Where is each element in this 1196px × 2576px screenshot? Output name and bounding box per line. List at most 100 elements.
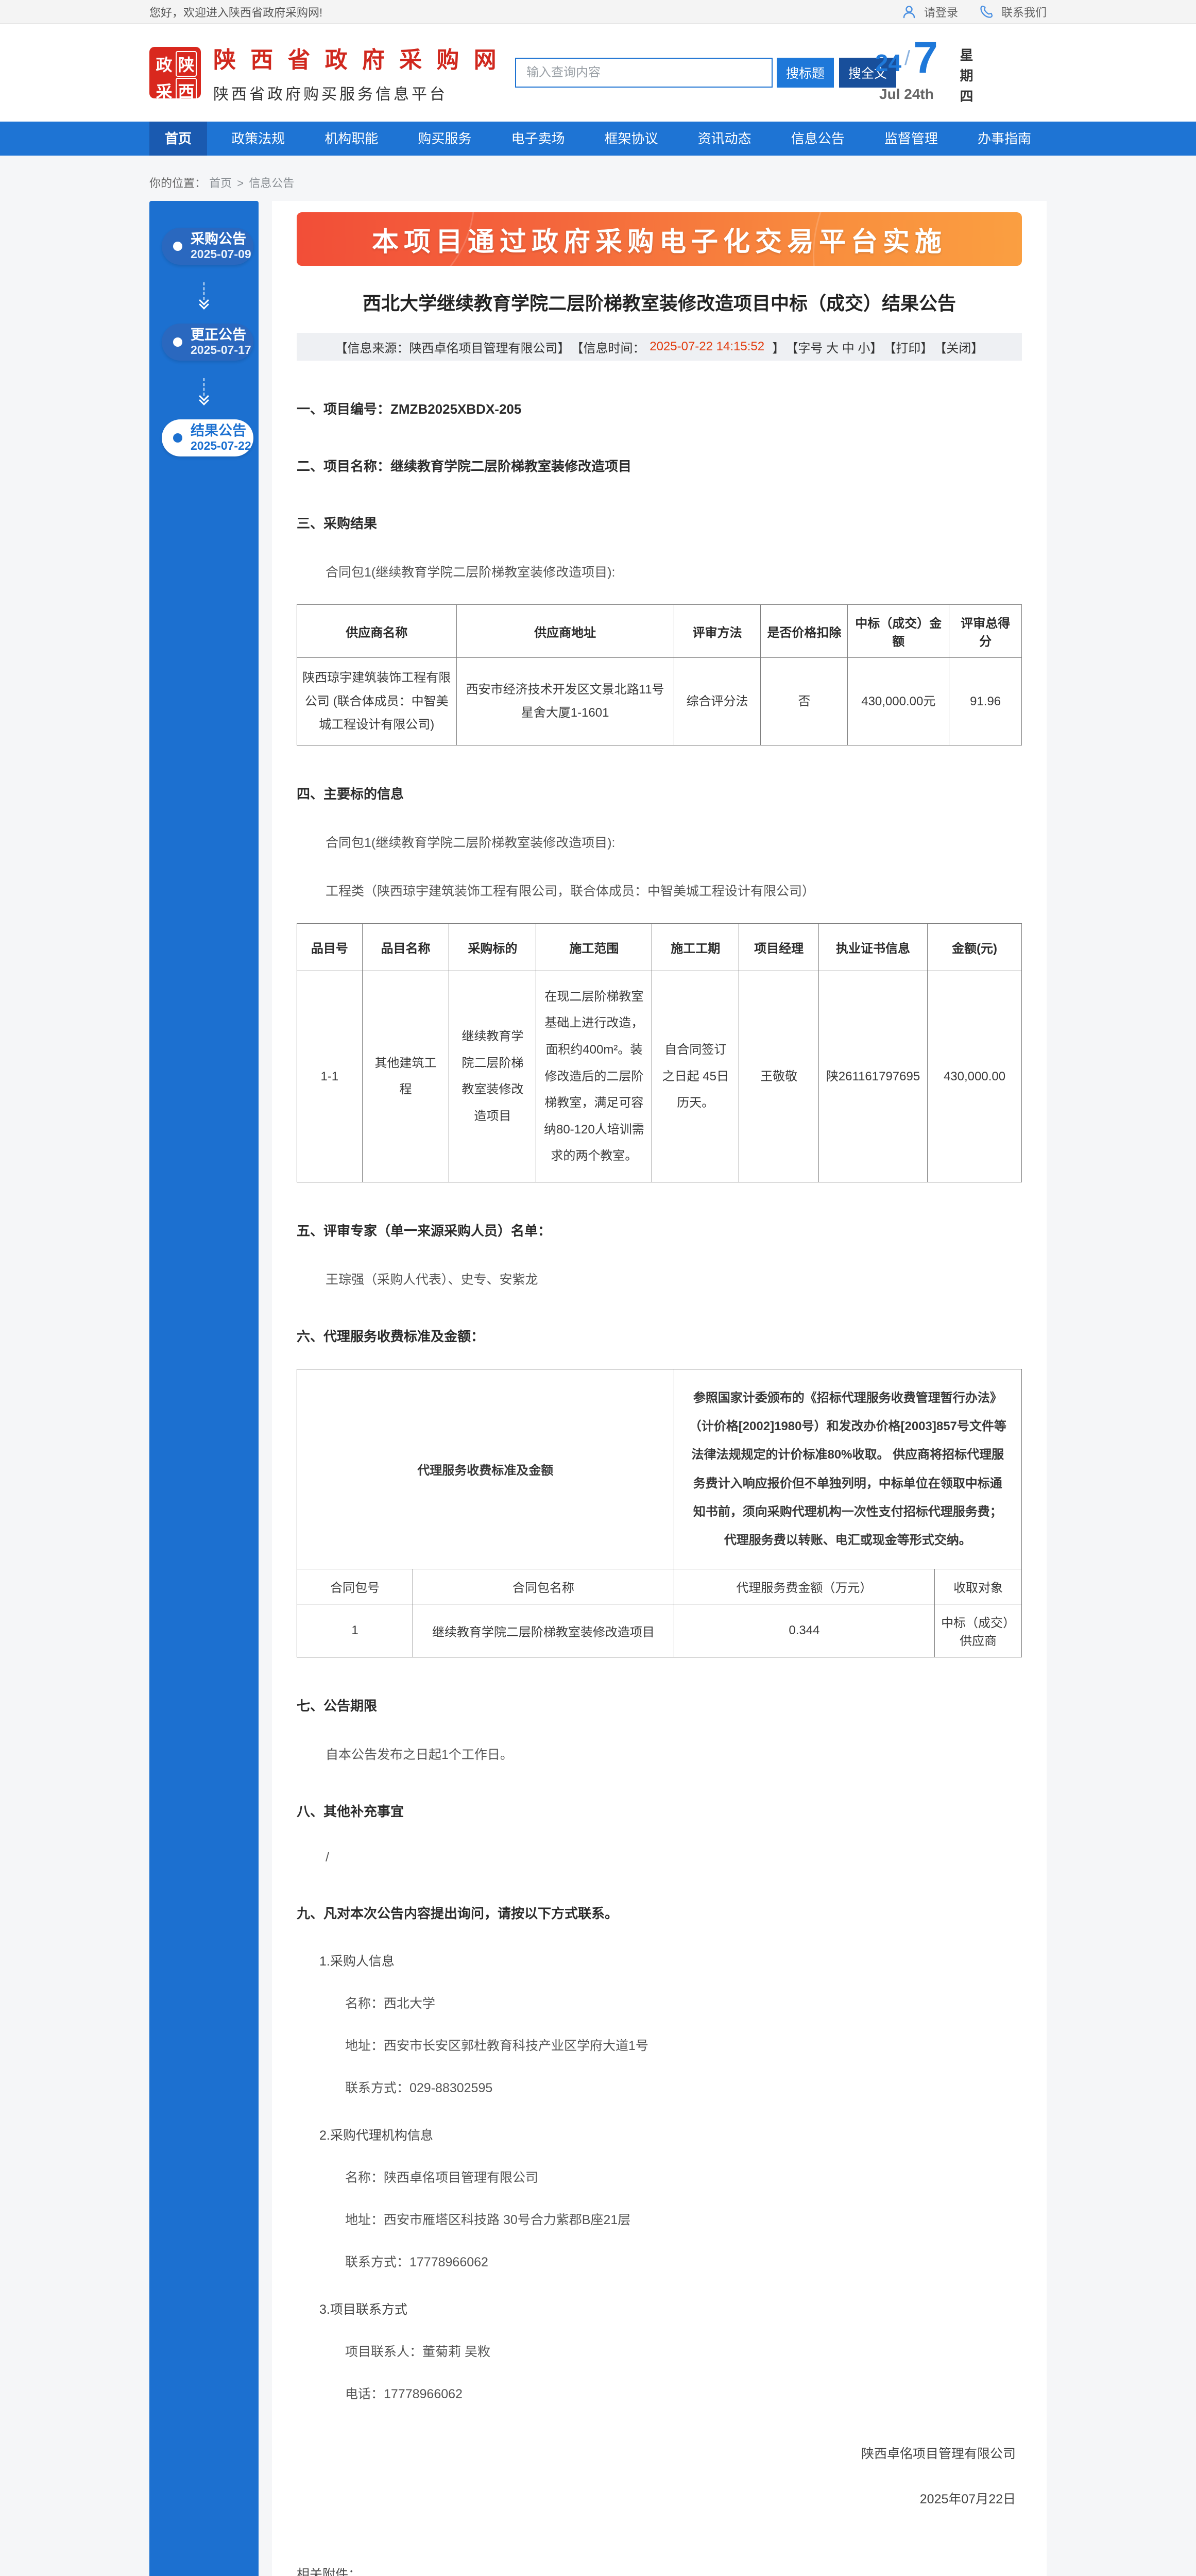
meta-source: 【信息来源：陕西卓佲项目管理有限公司】 [335, 341, 570, 355]
project-contact-person: 项目联系人：董菊莉 吴敉 [345, 2345, 490, 2360]
section-other-matters: 八、其他补充事宜 [297, 1804, 404, 1820]
nav-item-framework[interactable]: 框架协议 [604, 131, 658, 146]
breadcrumb-current[interactable]: 信息公告 [249, 177, 295, 190]
site-logo: 政 陕 采 西 [149, 47, 201, 104]
font-size-control[interactable]: 【字号 大 中 小】 [785, 341, 883, 355]
col-supplier-address: 供应商地址 [456, 604, 674, 658]
topbar-links: 请登录 联系我们 [901, 4, 1047, 20]
col-price-deduction: 是否价格扣除 [760, 604, 848, 658]
col-construction-scope: 施工范围 [536, 923, 653, 971]
site-name: 陕 西 省 政 府 采 购 网 [213, 47, 501, 73]
search-bar: 搜标题 搜全文 [515, 58, 897, 88]
section-agency-fee: 六、代理服务收费标准及金额： [297, 1328, 485, 1344]
step-dot [173, 433, 182, 443]
brand[interactable]: 政 陕 采 西 陕 西 省 政 府 采 购 网 陕西省政府购买服务信息平台 [149, 41, 501, 104]
arrow-down-icon [198, 282, 210, 310]
header: 政 陕 采 西 陕 西 省 政 府 采 购 网 陕西省政府购买服务信息平台 搜标… [0, 24, 1196, 122]
col-supplier-name: 供应商名称 [297, 604, 457, 658]
col-item-number: 品目号 [297, 923, 363, 971]
agency-address: 地址：西安市雁塔区科技路 30号合力紫郡B座21层 [345, 2213, 631, 2228]
project-contact-phone: 电话：17778966062 [345, 2387, 463, 2402]
supplier-name: 陕西琼宇建筑装饰工程有限公司 (联合体成员：中智美城工程设计有限公司) [297, 657, 457, 745]
col-package-number: 合同包号 [296, 1569, 414, 1605]
search-fulltext-button[interactable]: 搜全文 [839, 58, 897, 88]
construction-period: 自合同签订之日起 45日历天。 [652, 970, 740, 1182]
package-number: 1 [296, 1604, 414, 1658]
construction-scope: 在现二层阶梯教室基础上进行改造，面积约400m²。装修改造后的二层阶梯教室，满足… [536, 970, 653, 1182]
fee-amount: 0.344 [673, 1604, 935, 1658]
package-line: 合同包1(继续教育学院二层阶梯教室装修改造项目): [326, 835, 616, 850]
nav-item-e-mall[interactable]: 电子卖场 [511, 131, 565, 146]
logo-char: 政 [156, 56, 173, 74]
banner-text: 本项目通过政府采购电子化交易平台实施 [371, 227, 947, 257]
target-table: 品目号 品目名称 采购标的 施工范围 施工工期 项目经理 执业证书信息 金额(元… [297, 923, 1022, 1182]
col-package-name: 合同包名称 [413, 1569, 674, 1605]
timeline-sidebar: 采购公告 2025-07-09 更正公告 2025-07-17 [149, 201, 259, 2576]
main-nav: 首页 政策法规 机构职能 购买服务 电子卖场 框架协议 资讯动态 信息公告 监督… [0, 122, 1196, 156]
purchaser-info-title: 1.采购人信息 [319, 1954, 395, 1969]
close-button[interactable]: 【关闭】 [934, 341, 984, 355]
breadcrumb-area: 你的位置： 首页 > 信息公告 [0, 156, 1196, 197]
logo-char: 采 [156, 82, 173, 101]
project-manager: 王敬敬 [739, 970, 819, 1182]
nav-item-policy[interactable]: 政策法规 [231, 131, 285, 146]
timeline-step-correction-notice[interactable]: 更正公告 2025-07-17 [162, 324, 253, 361]
step-dot [173, 242, 182, 251]
phone-icon [979, 4, 994, 20]
fee-policy: 参照国家计委颁布的《招标代理服务收费管理暂行办法》（计价格[2002]1980号… [673, 1368, 1022, 1570]
amount: 430,000.00 [927, 970, 1022, 1182]
col-fee-amount: 代理服务费金额（万元） [673, 1569, 935, 1605]
procurement-target: 继续教育学院二层阶梯教室装修改造项目 [449, 970, 537, 1182]
nav-item-guide[interactable]: 办事指南 [977, 131, 1031, 146]
project-contact-title: 3.项目联系方式 [319, 2302, 407, 2317]
nav-item-news[interactable]: 资讯动态 [697, 131, 751, 146]
timeline-step-result-notice[interactable]: 结果公告 2025-07-22 [162, 419, 253, 456]
nav-item-supervision[interactable]: 监督管理 [884, 131, 938, 146]
login-link[interactable]: 请登录 [924, 6, 958, 19]
result-table: 供应商名称 供应商地址 评审方法 是否价格扣除 中标（成交）金额 评审总得分 陕… [297, 604, 1022, 745]
table-row: 陕西琼宇建筑装饰工程有限公司 (联合体成员：中智美城工程设计有限公司) 西安市经… [297, 657, 1022, 745]
agency-phone: 联系方式：17778966062 [345, 2255, 488, 2270]
table-header-row: 品目号 品目名称 采购标的 施工范围 施工工期 项目经理 执业证书信息 金额(元… [297, 923, 1022, 971]
breadcrumb-separator: > [237, 177, 244, 190]
print-button[interactable]: 【打印】 [883, 341, 933, 355]
section-project-name: 二、项目名称：继续教育学院二层阶梯教室装修改造项目 [297, 456, 1022, 475]
section-procurement-result: 三、采购结果 [297, 516, 378, 531]
site-subtitle: 陕西省政府购买服务信息平台 [213, 86, 448, 103]
step-date: 2025-07-09 [191, 247, 251, 261]
license-info: 陕261161797695 [818, 970, 928, 1182]
project-type-line: 工程类（陕西琼宇建筑装饰工程有限公司，联合体成员：中智美城工程设计有限公司） [326, 884, 815, 899]
agency-info-title: 2.采购代理机构信息 [319, 2128, 433, 2143]
table-header-row: 供应商名称 供应商地址 评审方法 是否价格扣除 中标（成交）金额 评审总得分 [297, 604, 1022, 658]
col-total-score: 评审总得分 [949, 604, 1022, 658]
step-dot [173, 337, 182, 347]
date-slash: / [904, 47, 911, 70]
item-number: 1-1 [297, 970, 363, 1182]
nav-item-functions[interactable]: 机构职能 [324, 131, 379, 146]
step-date: 2025-07-17 [191, 343, 251, 357]
contact-link[interactable]: 联系我们 [1001, 6, 1047, 19]
search-title-button[interactable]: 搜标题 [777, 58, 834, 88]
step-date: 2025-07-22 [191, 439, 251, 453]
timeline-step-procurement-notice[interactable]: 采购公告 2025-07-09 [162, 228, 253, 265]
section-project-number: 一、项目编号：ZMZB2025XBDX-205 [297, 399, 1022, 418]
col-award-amount: 中标（成交）金额 [847, 604, 950, 658]
section-inquiry-contact: 九、凡对本次公告内容提出询问，请按以下方式联系。 [297, 1906, 619, 1922]
expert-names: 王琮强（采购人代表）、史专、安紫龙 [326, 1272, 538, 1287]
signature-date: 2025年07月22日 [919, 2492, 1016, 2507]
col-license-info: 执业证书信息 [818, 923, 928, 971]
topbar: 您好，欢迎进入陕西省政府采购网! 请登录 联系我们 [0, 0, 1196, 24]
logo-char: 陕 [176, 51, 197, 77]
step-label: 结果公告 [191, 423, 246, 439]
section-label: 二、项目名称： [297, 459, 391, 474]
search-input[interactable] [515, 58, 773, 88]
date-day: 24 [875, 49, 902, 76]
fee-payer: 中标（成交）供应商 [934, 1604, 1022, 1658]
announcement-article: 本项目通过政府采购电子化交易平台实施 西北大学继续教育学院二层阶梯教室装修改造项… [272, 201, 1047, 2576]
project-name: 继续教育学院二层阶梯教室装修改造项目 [390, 459, 632, 474]
nav-item-home[interactable]: 首页 [149, 122, 208, 156]
nav-item-announcements[interactable]: 信息公告 [791, 131, 845, 146]
date-english: Jul 24th [879, 86, 934, 102]
nav-item-purchase-services[interactable]: 购买服务 [418, 131, 472, 146]
breadcrumb-home[interactable]: 首页 [209, 177, 232, 190]
